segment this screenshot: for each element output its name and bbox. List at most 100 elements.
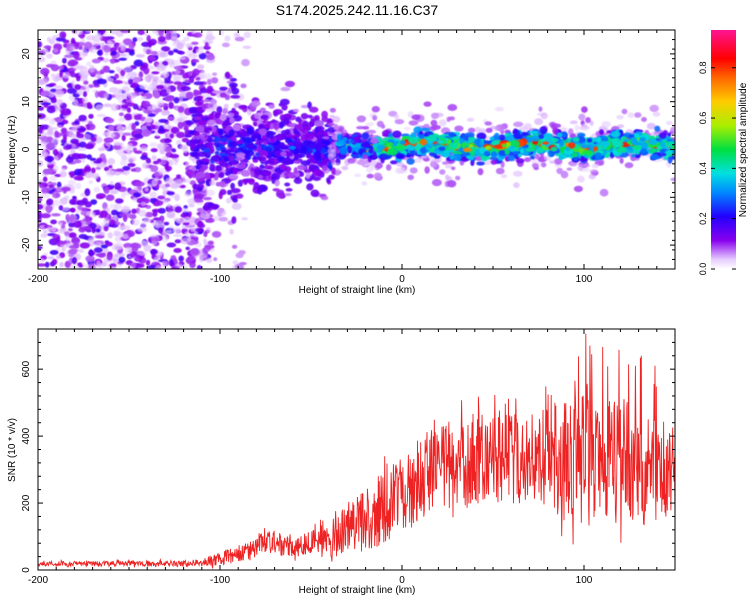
heatmap-cell [199, 212, 210, 220]
heatmap-cell [68, 227, 73, 232]
heatmap-cell [462, 148, 473, 152]
heatmap-cell [111, 30, 118, 35]
heatmap-cell [109, 219, 115, 226]
heatmap-cell [69, 244, 80, 249]
heatmap-cell [169, 32, 178, 40]
heatmap-cell [448, 149, 455, 153]
heatmap-cell [46, 207, 52, 214]
heatmap-cell [206, 85, 214, 94]
heatmap-cell [173, 217, 181, 222]
heatmap-cell [151, 208, 161, 213]
heatmap-cell [628, 134, 635, 138]
heatmap-cell [490, 141, 500, 146]
heatmap-cell [280, 151, 287, 157]
heatmap-cell [235, 252, 244, 259]
heatmap-cell [54, 193, 61, 198]
heatmap-cell [43, 45, 52, 49]
heatmap-cell [184, 79, 191, 84]
heatmap-cell [194, 101, 203, 107]
heatmap-cell [163, 70, 170, 78]
heatmap-cell [196, 265, 202, 269]
heatmap-cell [326, 177, 331, 183]
heatmap-cell [361, 141, 371, 148]
heatmap-cell [142, 217, 152, 223]
heatmap-cell [265, 160, 276, 164]
heatmap-cell [114, 245, 122, 250]
heatmap-cell [71, 143, 77, 150]
heatmap-cell [507, 154, 516, 162]
heatmap-cell [40, 67, 50, 76]
heatmap-cell [229, 155, 234, 162]
heatmap-cell [77, 262, 83, 267]
heatmap-cell [667, 132, 672, 137]
heatmap-cell [582, 150, 593, 155]
colorbar-ticks: 0.00.20.40.60.8 [698, 61, 736, 275]
heatmap-cell [571, 133, 576, 138]
heatmap-cell [232, 197, 238, 203]
heatmap-cell [631, 145, 642, 150]
heatmap-cell [634, 112, 642, 118]
heatmap-cell [342, 129, 347, 134]
heatmap-cell [83, 101, 88, 109]
heatmap-cell [560, 170, 569, 179]
heatmap-cell [69, 45, 77, 51]
heatmap-cell [287, 173, 295, 178]
heatmap-cell [58, 148, 63, 154]
heatmap-cell [550, 146, 558, 152]
heatmap-cell [535, 147, 544, 154]
heatmap-cell [540, 112, 548, 120]
heatmap-cell [74, 30, 83, 36]
heatmap-cell [279, 146, 288, 150]
heatmap-cell [229, 146, 239, 153]
heatmap-cell [174, 263, 184, 268]
heatmap-cell [196, 144, 202, 150]
heatmap-cell [147, 113, 156, 117]
heatmap-cell [166, 88, 172, 95]
heatmap-cell [138, 71, 144, 79]
heatmap-cell [184, 264, 188, 269]
heatmap-cell [538, 106, 543, 112]
heatmap-cell [99, 69, 105, 74]
heatmap-cell [523, 123, 532, 130]
heatmap-cell [588, 173, 596, 180]
heatmap-cell [121, 134, 126, 142]
heatmap-cell [192, 68, 200, 77]
heatmap-cell [240, 169, 251, 177]
heatmap-cell [442, 161, 449, 165]
heatmap-cell [49, 117, 56, 125]
heatmap-cell [46, 53, 53, 59]
heatmap-cell [418, 131, 424, 135]
heatmap-cell [156, 99, 165, 106]
heatmap-cell [120, 192, 126, 199]
heatmap-cell [665, 150, 673, 155]
heatmap-cell [84, 41, 93, 50]
heatmap-cell [166, 191, 175, 196]
heatmap-cell [137, 250, 148, 256]
heatmap-cell [78, 45, 83, 50]
heatmap-cell [133, 114, 142, 121]
heatmap-cell [498, 150, 507, 156]
heatmap-cell [145, 259, 151, 266]
heatmap-cell [123, 113, 133, 121]
heatmap-cell [233, 32, 240, 38]
heatmap-cell [107, 266, 117, 269]
heatmap-cell [257, 174, 263, 179]
heatmap-cell [231, 107, 236, 113]
heatmap-cell [107, 232, 113, 239]
heatmap-cell [193, 116, 202, 121]
heatmap-cell [245, 138, 250, 143]
heatmap-cell [208, 119, 217, 126]
heatmap-cell [639, 137, 646, 143]
heatmap-cell [81, 49, 89, 57]
heatmap-cell [163, 221, 170, 226]
heatmap-cell [219, 86, 228, 91]
heatmap-cell [169, 133, 174, 139]
heatmap-cell [173, 81, 183, 85]
heatmap-cell [52, 148, 59, 156]
heatmap-cell [43, 252, 49, 257]
heatmap-cell [468, 127, 476, 133]
heatmap-cell [164, 183, 171, 188]
